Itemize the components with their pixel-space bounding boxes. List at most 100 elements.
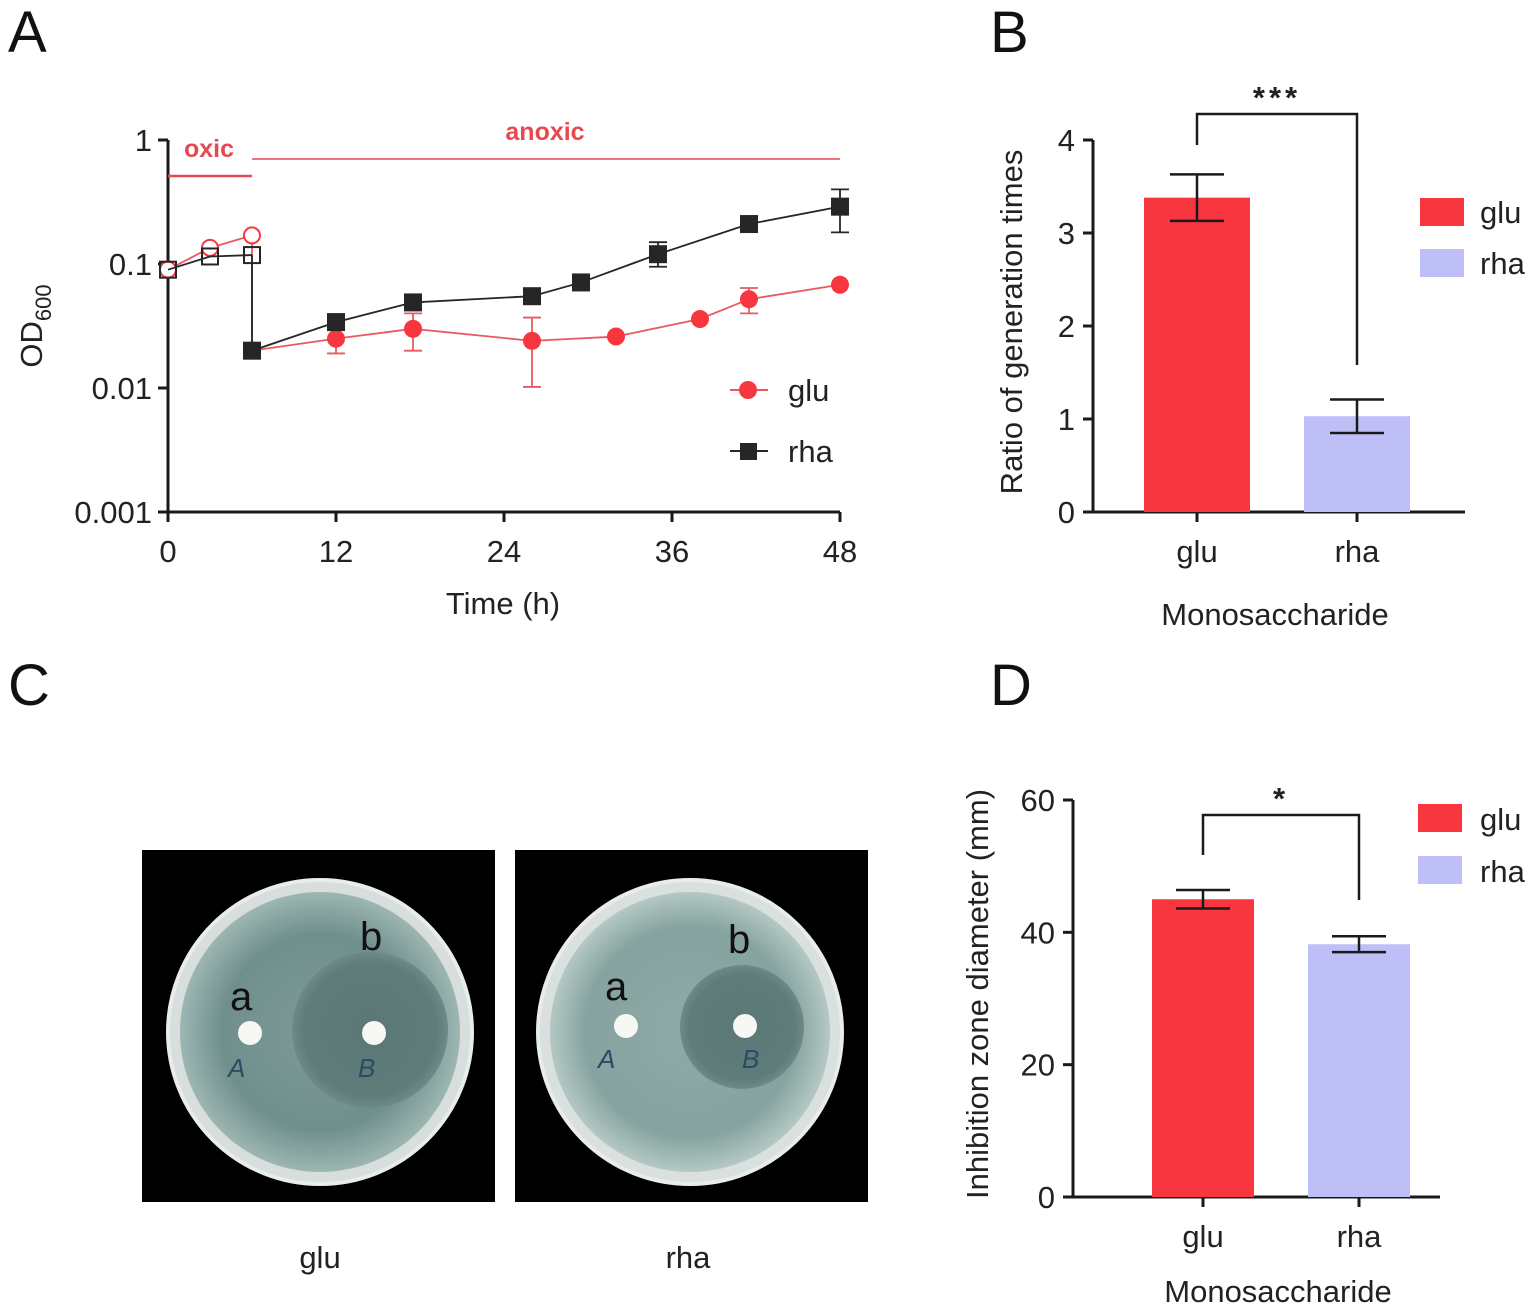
panel-b-x-axis-title: Monosaccharide — [1161, 597, 1388, 632]
region-label-oxic: oxic — [184, 135, 234, 163]
panel-d-bars: glu rha — [1152, 888, 1410, 1254]
series-rha-oxic-point — [243, 246, 261, 265]
disc-a — [238, 1021, 262, 1045]
panel-b-y-tick-label: 1 — [1058, 402, 1075, 437]
panel-a-x-tick-label: 0 — [159, 534, 176, 569]
panel-b-legend-rha-swatch — [1420, 249, 1464, 277]
panel-b-significance: *** — [1195, 80, 1359, 365]
plate-caption-glu: glu — [299, 1240, 340, 1275]
panel-d-x-tick-label: glu — [1182, 1219, 1223, 1254]
panel-b-bar-glu — [1144, 197, 1250, 512]
panel-a-y-tick-label: 1 — [135, 123, 152, 158]
panel-d-significance: * — [1201, 781, 1361, 900]
panel-b-legend-glu-swatch — [1420, 198, 1464, 226]
plate-mark-a: A — [596, 1044, 615, 1074]
panel-a-x-tick-label: 24 — [487, 534, 521, 569]
plate-label-b: b — [360, 915, 382, 959]
panel-d-y-tick-label: 60 — [1021, 783, 1055, 818]
panel-a-x-tick-label: 12 — [319, 534, 353, 569]
panel-b-y-tick-label: 4 — [1058, 123, 1075, 158]
series-glu-point — [523, 331, 541, 350]
panel-d-x-tick-label: rha — [1337, 1219, 1383, 1254]
panel-b-y-axis-title: Ratio of generation times — [994, 150, 1029, 495]
disc-a — [614, 1014, 638, 1038]
panel-a-y-tick-label: 0.001 — [74, 495, 152, 530]
series-rha-oxic-point — [159, 260, 177, 279]
panel-a-series — [159, 188, 849, 388]
plate-label-b: b — [728, 918, 750, 962]
legend-glu-marker — [739, 381, 757, 399]
panel-d-y-tick-label: 0 — [1038, 1180, 1055, 1215]
panel-d-y-ticks: 0 20 40 60 — [1021, 783, 1073, 1215]
panel-letter-d: D — [990, 653, 1032, 718]
panel-d-significance-bracket — [1201, 813, 1361, 900]
panel-d-y-tick-label: 20 — [1021, 1048, 1055, 1083]
series-rha-point — [740, 215, 758, 234]
panel-b-legend-rha-label: rha — [1480, 246, 1526, 281]
panel-a-y-tick-label: 0.01 — [92, 371, 152, 406]
panel-d-legend-glu-swatch — [1418, 804, 1462, 832]
panel-b-x-tick-label: rha — [1335, 534, 1381, 569]
disc-b — [733, 1014, 757, 1038]
series-rha-oxic-point — [201, 247, 219, 266]
panel-a-y-axis-title-main: OD — [14, 321, 49, 368]
panel-b-x-tick-label: glu — [1176, 534, 1217, 569]
panel-b-y-ticks: 0 1 2 3 4 — [1058, 123, 1093, 530]
series-glu-oxic-point — [243, 226, 261, 245]
panel-b-y-tick-label: 3 — [1058, 216, 1075, 251]
panel-a-y-tick-label: 0.1 — [109, 247, 152, 282]
panel-d-legend: glu rha — [1418, 802, 1526, 889]
panel-d-bar-glu — [1152, 899, 1254, 1197]
panel-a-legend: glu rha — [730, 373, 834, 469]
series-rha-anoxic-line — [251, 205, 841, 352]
panel-d-legend-rha-label: rha — [1480, 854, 1526, 889]
series-rha-point — [649, 245, 667, 264]
legend-rha-label: rha — [788, 434, 834, 469]
panel-b-bars: glu rha — [1144, 173, 1410, 569]
series-rha-point — [831, 197, 849, 216]
region-label-anoxic: anoxic — [505, 118, 584, 146]
panel-d-y-tick-label: 40 — [1021, 915, 1055, 950]
panel-a-y-axis-title: OD600 — [14, 284, 56, 367]
panel-b-significance-label: *** — [1253, 80, 1301, 115]
series-glu-point — [404, 319, 422, 338]
panel-b-bar-chart: 0 1 2 3 4 glu rha *** Monosaccharide Ratio of… — [994, 80, 1526, 632]
series-glu-point — [740, 290, 758, 309]
series-rha-point — [523, 287, 541, 306]
series-rha-oxic-line — [167, 254, 253, 271]
panel-d-y-axis-title: Inhibition zone diameter (mm) — [960, 789, 995, 1199]
series-rha-point — [243, 341, 261, 360]
panel-a-line-chart: 0.001 0.01 0.1 1 0 12 24 36 48 oxic anoxic Time … — [14, 118, 857, 621]
panel-letter-c: C — [8, 653, 50, 718]
panel-c-plates: a b A B glu a b A B rha — [142, 850, 868, 1275]
panel-d-significance-label: * — [1273, 781, 1289, 816]
plate-photo-rha: a b A B — [515, 850, 868, 1202]
legend-rha-marker — [740, 443, 757, 460]
plate-mark-a: A — [226, 1053, 245, 1083]
panel-b-y-tick-label: 0 — [1058, 495, 1075, 530]
panel-a-x-ticks: 0 12 24 36 48 — [159, 512, 857, 569]
panel-d-legend-glu-label: glu — [1480, 802, 1521, 837]
panel-a-y-ticks: 0.001 0.01 0.1 1 — [74, 123, 168, 530]
panel-b-legend: glu rha — [1420, 195, 1526, 281]
plate-label-a: a — [605, 965, 628, 1009]
panel-b-y-tick-label: 2 — [1058, 309, 1075, 344]
panel-letter-a: A — [8, 0, 47, 65]
series-rha-point — [327, 313, 345, 332]
panel-letter-b: B — [990, 0, 1029, 65]
panel-b-significance-bracket — [1195, 112, 1359, 365]
panel-a-x-tick-label: 36 — [655, 534, 689, 569]
plate-photo-glu: a b A B — [142, 850, 495, 1202]
panel-b-legend-glu-label: glu — [1480, 195, 1521, 230]
panel-a-y-axis-title-subscript: 600 — [31, 284, 56, 321]
panel-d-bar-chart: 0 20 40 60 glu rha * Monosaccharide Inhibiti… — [960, 781, 1526, 1308]
plate-caption-rha: rha — [666, 1240, 712, 1275]
series-glu-point — [327, 329, 345, 348]
series-glu-point — [691, 310, 709, 329]
series-rha-point — [404, 293, 422, 312]
plate-mark-b: B — [742, 1044, 759, 1074]
series-glu-point — [607, 327, 625, 346]
legend-glu-label: glu — [788, 373, 829, 408]
series-rha-point — [572, 273, 590, 292]
